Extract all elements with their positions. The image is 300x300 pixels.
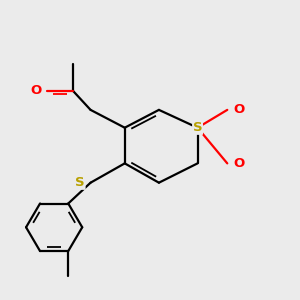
Text: S: S: [75, 176, 85, 189]
Text: O: O: [233, 103, 245, 116]
Text: S: S: [193, 121, 202, 134]
Text: O: O: [233, 157, 245, 170]
Text: O: O: [30, 84, 41, 97]
